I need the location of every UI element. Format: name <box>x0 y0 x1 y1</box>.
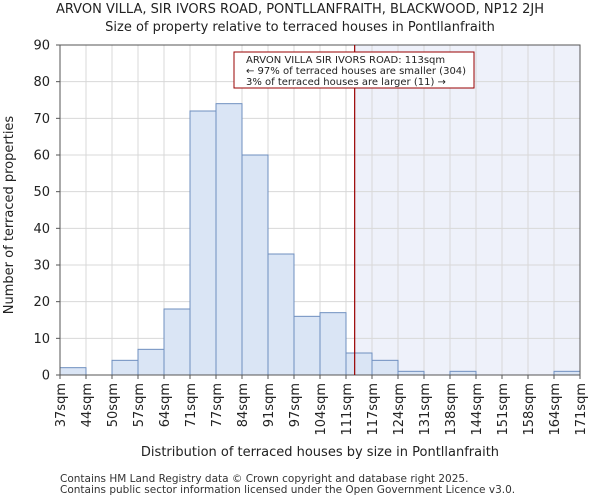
x-tick-label: 97sqm <box>288 383 303 427</box>
x-tick-label: 57sqm <box>132 383 147 427</box>
bar <box>397 370 425 376</box>
footer-line-1: Contains HM Land Registry data © Crown c… <box>60 473 469 485</box>
y-tick-label: 60 <box>33 149 50 164</box>
x-tick-label: 77sqm <box>210 383 225 427</box>
x-axis-label: Distribution of terraced houses by size … <box>141 445 499 460</box>
bar <box>319 312 347 376</box>
bar <box>137 348 165 376</box>
x-tick-label: 64sqm <box>158 383 173 427</box>
annotation-line: 3% of terraced houses are larger (11) → <box>246 77 446 88</box>
x-tick-label: 91sqm <box>262 383 277 427</box>
x-tick-label: 104sqm <box>314 383 329 436</box>
x-tick-label: 131sqm <box>418 383 433 436</box>
x-tick-label: 117sqm <box>366 383 381 436</box>
annotation-line: ← 97% of terraced houses are smaller (30… <box>246 66 466 77</box>
x-tick-label: 164sqm <box>548 383 563 436</box>
y-axis-label: Number of terraced properties <box>2 116 17 315</box>
chart-subtitle: Size of property relative to terraced ho… <box>105 20 495 35</box>
bar <box>59 367 87 376</box>
x-tick-label: 84sqm <box>236 383 251 427</box>
x-tick-label: 50sqm <box>106 383 121 427</box>
bar <box>293 315 321 376</box>
bar <box>449 370 477 376</box>
x-tick-label: 151sqm <box>496 383 511 436</box>
y-tick-label: 40 <box>33 222 50 237</box>
y-tick-label: 80 <box>33 75 50 90</box>
bar <box>163 308 191 376</box>
chart-title: ARVON VILLA, SIR IVORS ROAD, PONTLLANFRA… <box>55 2 545 17</box>
bar <box>267 253 295 376</box>
annotation-line: ARVON VILLA SIR IVORS ROAD: 113sqm <box>246 55 445 66</box>
bar <box>215 103 243 376</box>
x-tick-label: 71sqm <box>184 383 199 427</box>
x-tick-label: 144sqm <box>470 383 485 436</box>
x-tick-label: 158sqm <box>522 383 537 436</box>
x-tick-label: 37sqm <box>54 383 69 427</box>
y-tick-label: 0 <box>42 369 50 384</box>
y-tick-label: 90 <box>33 39 50 54</box>
footer-line-2: Contains public sector information licen… <box>60 484 516 496</box>
bar <box>371 359 399 376</box>
y-tick-label: 50 <box>33 185 50 200</box>
x-tick-label: 138sqm <box>444 383 459 436</box>
y-tick-label: 20 <box>33 295 50 310</box>
larger-region-shading <box>354 45 580 375</box>
bar <box>553 370 581 376</box>
x-tick-label: 171sqm <box>574 383 589 436</box>
y-tick-label: 30 <box>33 259 50 274</box>
y-tick-label: 10 <box>33 332 50 347</box>
bar <box>241 154 269 376</box>
y-tick-label: 70 <box>33 112 50 127</box>
annotation-box <box>233 51 475 89</box>
x-tick-label: 111sqm <box>340 383 355 436</box>
bar <box>345 352 373 376</box>
x-tick-label: 44sqm <box>80 383 95 427</box>
x-tick-label: 124sqm <box>392 383 407 436</box>
bar <box>189 110 217 376</box>
bar <box>111 359 139 376</box>
